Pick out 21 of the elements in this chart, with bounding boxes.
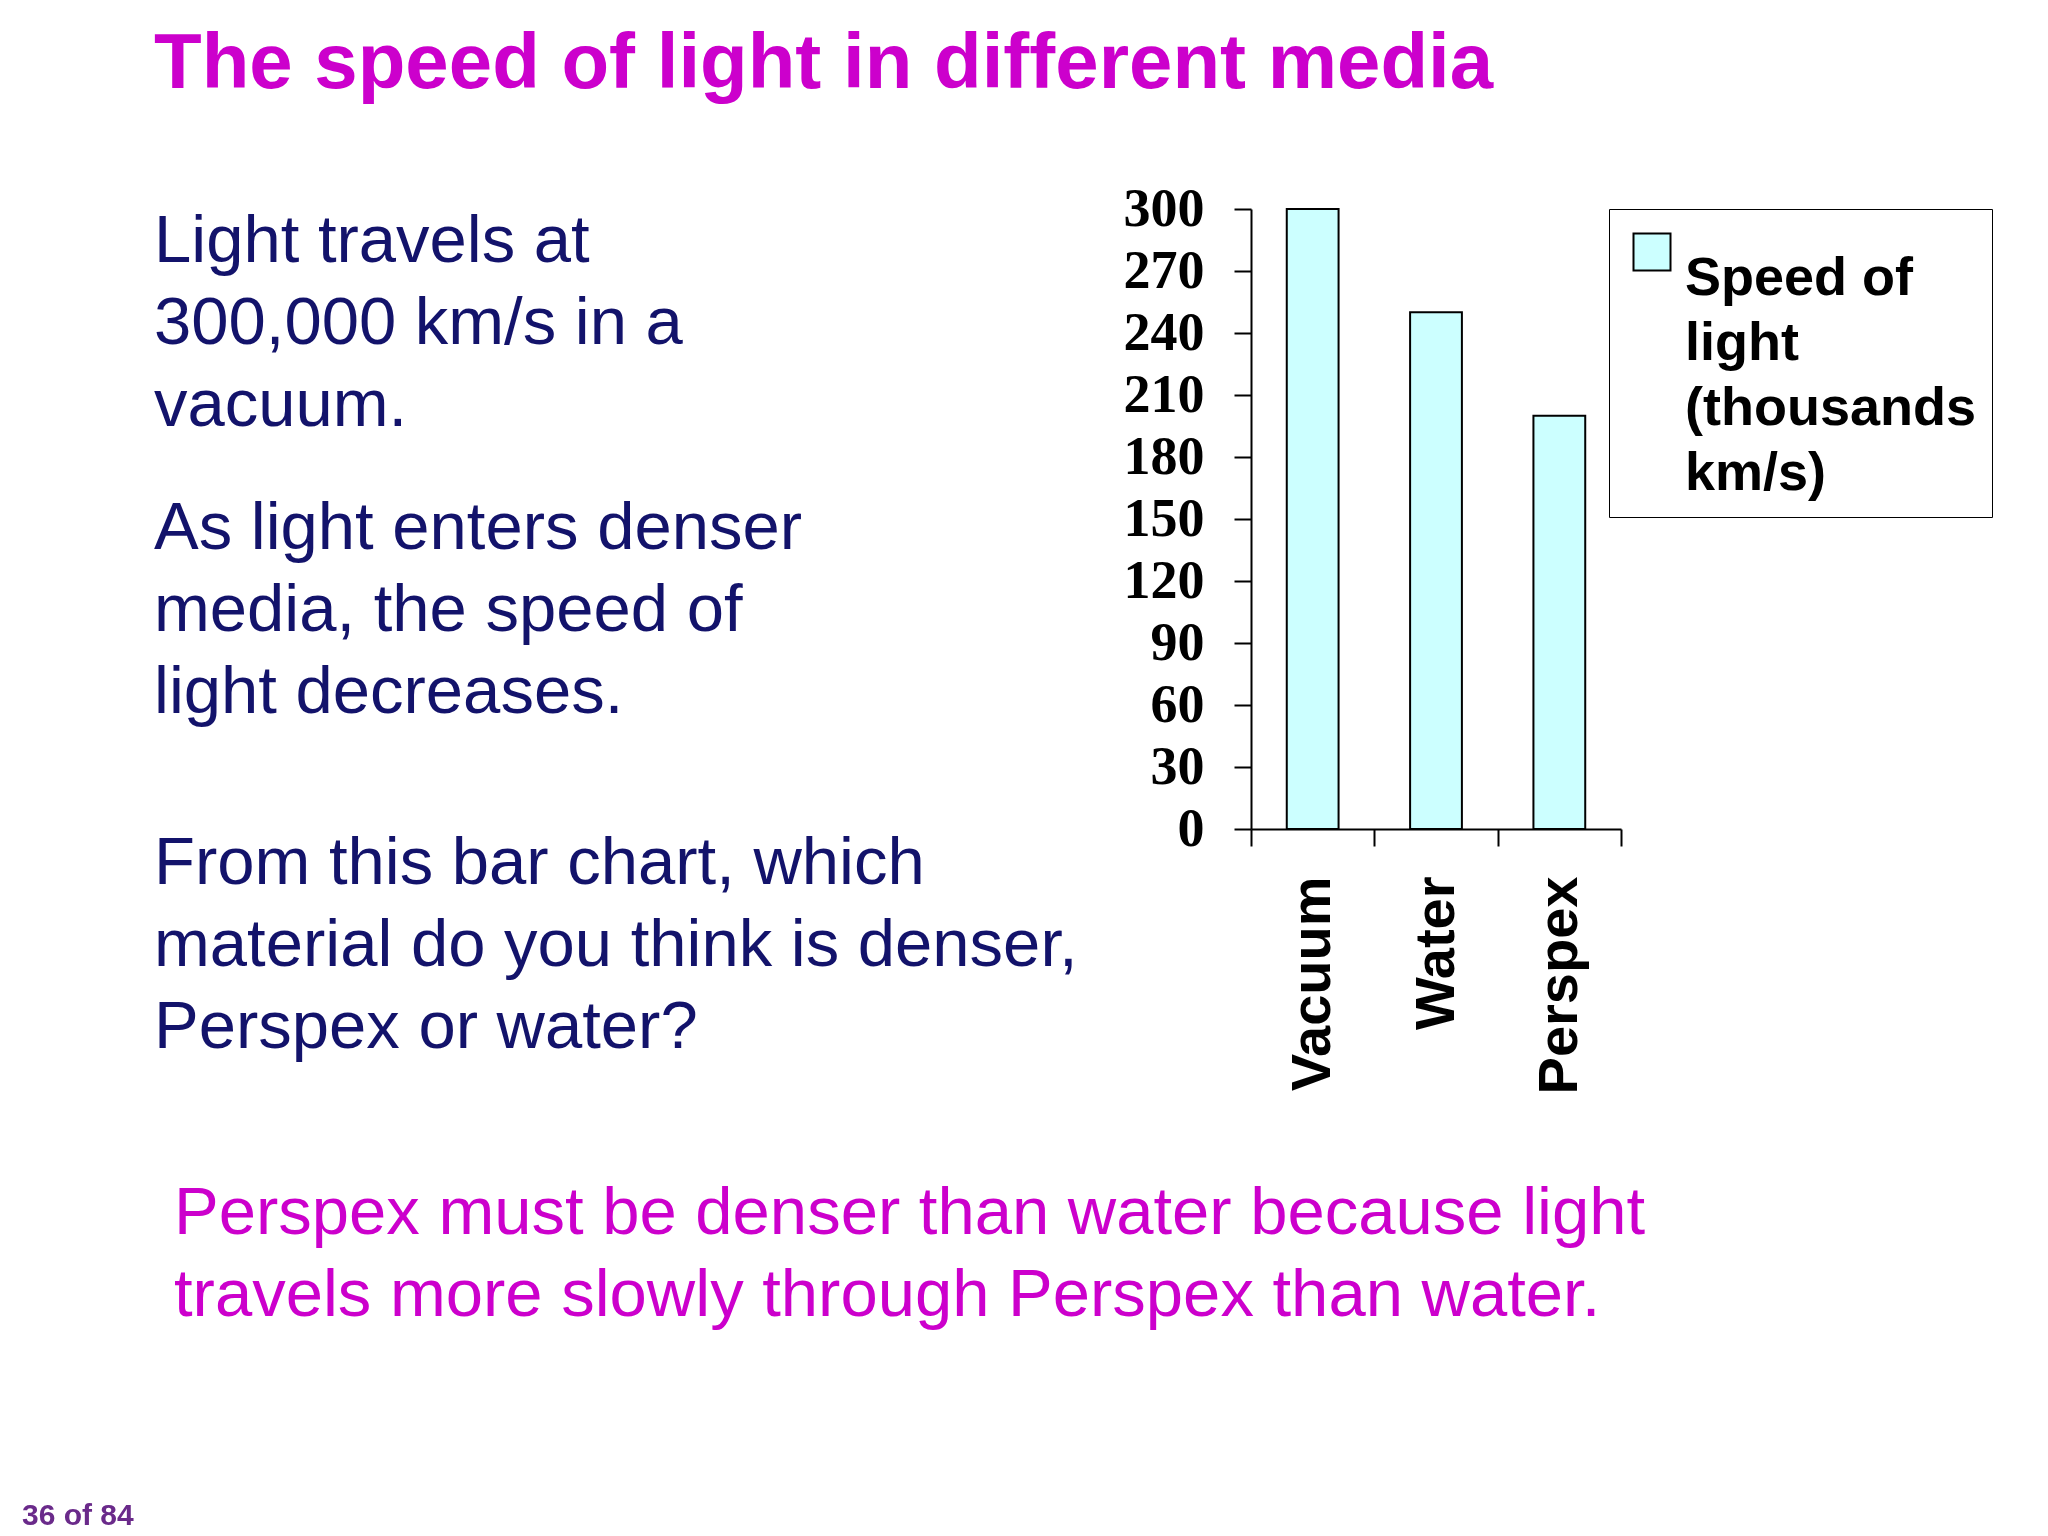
y-tick-label: 90 (1150, 611, 1205, 672)
y-tick-label: 270 (1123, 239, 1205, 300)
y-tick-label: 0 (1177, 797, 1205, 858)
y-tick-label: 210 (1123, 363, 1205, 424)
text: 36 of 84 (22, 1498, 135, 1531)
chart-title: The speed of light in different media (154, 17, 1494, 105)
x-tick-label: Perspex (1525, 876, 1589, 1095)
y-tick-label: 180 (1123, 425, 1205, 486)
x-tick-label: Water (1402, 876, 1466, 1031)
y-tick-label: 30 (1150, 735, 1205, 796)
y-tick-label: 60 (1150, 673, 1205, 734)
y-tick-label: 300 (1123, 177, 1205, 238)
y-tick-label: 120 (1123, 549, 1205, 610)
y-tick-label: 150 (1123, 487, 1205, 548)
x-tick-label: Vacuum (1279, 876, 1343, 1092)
text: Perspex must be denser than water because light travels more slowly through Perspex than water. (174, 1173, 1646, 1330)
text: As light enters denser media, the speed of light decreases. (154, 488, 803, 727)
text: Light travels at 300,000 km/s in a vacuum. (154, 201, 684, 440)
text: From this bar chart, which material do you think is denser, Perspex or water? (154, 823, 1078, 1062)
legend-label: Speed of light (thousands km/s) (1685, 246, 1976, 501)
y-tick-label: 240 (1123, 301, 1205, 362)
